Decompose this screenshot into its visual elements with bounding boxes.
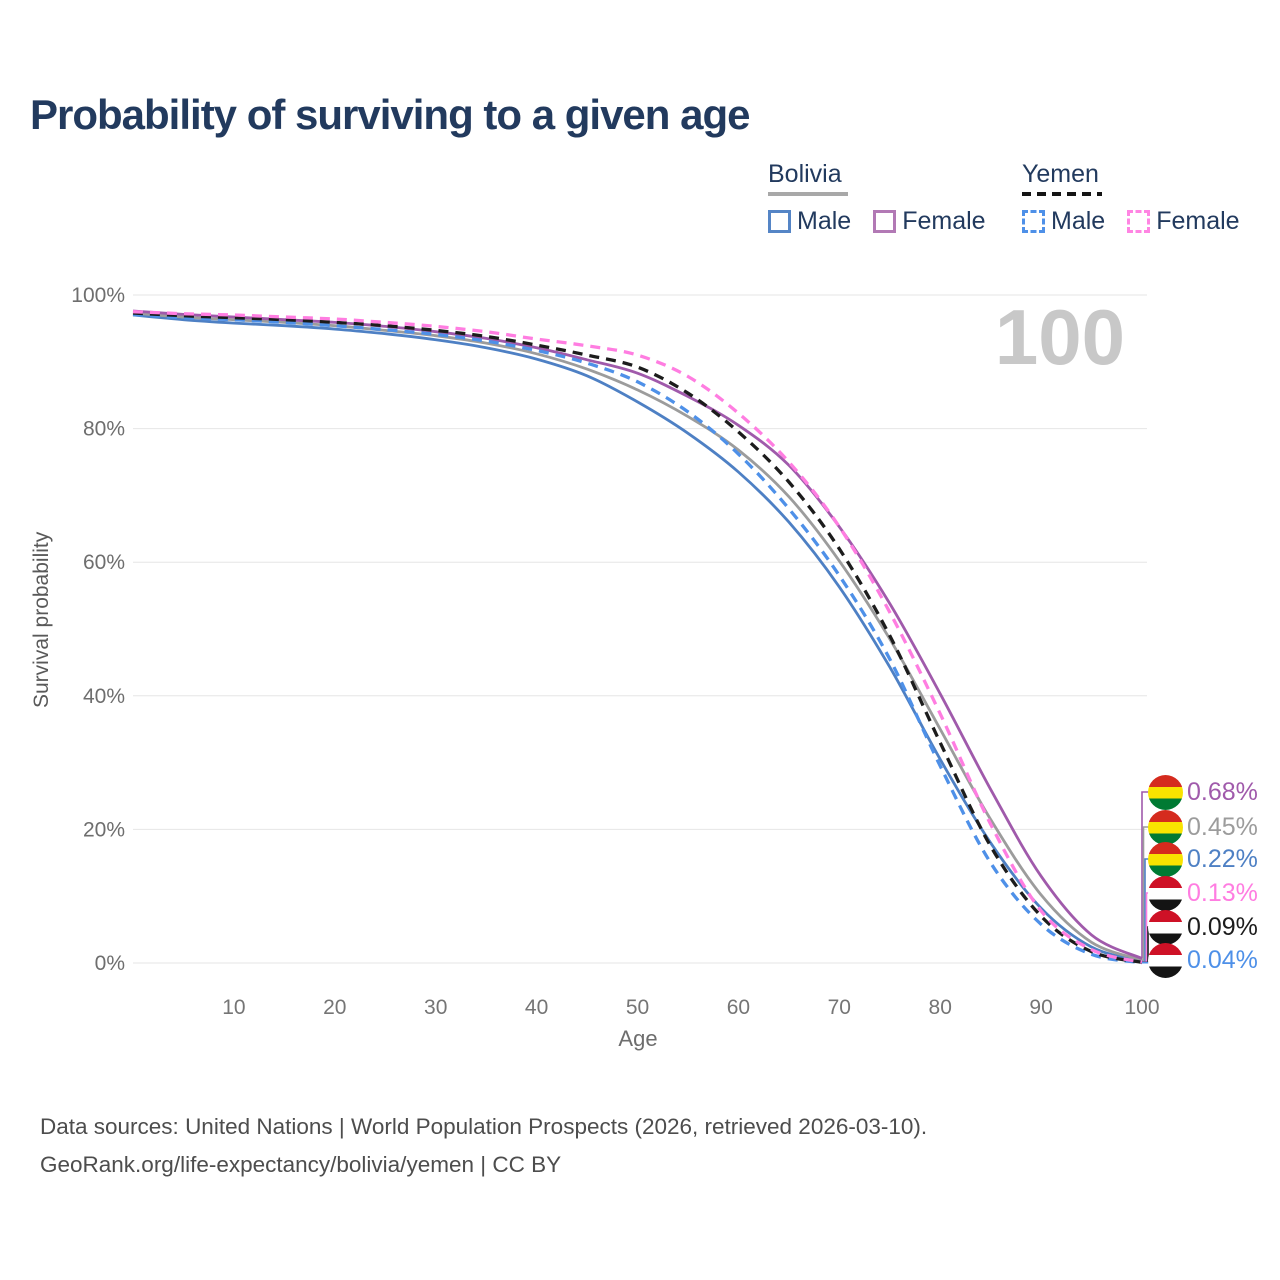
yemen-flag-icon xyxy=(1148,875,1183,911)
end-label-row: 0.68% xyxy=(1148,774,1258,810)
bolivia-line-swatch xyxy=(768,192,848,196)
end-label-value: 0.68% xyxy=(1187,777,1258,806)
series-line-yemen-female[interactable] xyxy=(132,310,1143,964)
legend-item-label: Female xyxy=(1156,207,1240,235)
bolivia-flag-icon xyxy=(1148,809,1183,845)
x-tick-label: 50 xyxy=(626,996,649,1019)
end-label-connector xyxy=(1141,791,1150,959)
series-line-yemen[interactable] xyxy=(132,311,1143,965)
yemen-line-swatch xyxy=(1022,192,1102,196)
series-line-yemen-male[interactable] xyxy=(132,312,1143,965)
legend-item-yemen-male[interactable]: Male xyxy=(1022,207,1105,236)
end-label-row: 0.45% xyxy=(1148,809,1258,845)
legend-group-title-yemen[interactable]: Yemen xyxy=(1022,160,1099,188)
end-label-connector xyxy=(1142,826,1150,961)
legend-group-title-bolivia[interactable]: Bolivia xyxy=(768,160,842,188)
x-tick-label: 40 xyxy=(525,996,548,1019)
end-label-value: 0.09% xyxy=(1187,912,1258,941)
end-label-row: 0.22% xyxy=(1148,841,1258,877)
end-label-row: 0.09% xyxy=(1148,909,1258,945)
attribution-line: GeoRank.org/life-expectancy/bolivia/yeme… xyxy=(40,1152,562,1177)
yemen-male-swatch-icon xyxy=(1022,210,1045,233)
series-line-bolivia-male[interactable] xyxy=(132,313,1143,963)
end-label-value: 0.45% xyxy=(1187,812,1258,841)
end-label-row: 0.13% xyxy=(1148,875,1258,911)
legend-item-yemen-female[interactable]: Female xyxy=(1127,207,1240,236)
series-line-bolivia[interactable] xyxy=(132,311,1143,962)
legend-item-label: Female xyxy=(902,207,986,235)
legend-item-bolivia-male[interactable]: Male xyxy=(768,207,851,236)
y-tick-label: 100% xyxy=(71,284,125,307)
x-tick-label: 60 xyxy=(727,996,750,1019)
yemen-flag-icon xyxy=(1148,942,1183,978)
legend-item-label: Male xyxy=(797,207,852,235)
y-tick-label: 60% xyxy=(83,551,125,574)
x-tick-label: 100 xyxy=(1124,996,1159,1019)
x-tick-label: 30 xyxy=(424,996,447,1019)
legend-item-bolivia-female[interactable]: Female xyxy=(873,207,986,236)
bolivia-flag-icon xyxy=(1148,774,1183,810)
x-tick-label: 10 xyxy=(222,996,245,1019)
bolivia-female-swatch-icon xyxy=(873,210,897,233)
y-tick-label: 0% xyxy=(95,952,125,975)
page-title: Probability of surviving to a given age xyxy=(30,91,750,138)
x-tick-label: 70 xyxy=(828,996,851,1019)
y-tick-label: 40% xyxy=(83,685,125,708)
legend-group-yemen: Yemen Male Female xyxy=(1022,160,1240,236)
end-label-row: 0.04% xyxy=(1148,942,1258,978)
legend-item-label: Male xyxy=(1051,207,1106,235)
yemen-female-swatch-icon xyxy=(1127,210,1151,233)
x-tick-label: 20 xyxy=(323,996,346,1019)
end-label-value: 0.13% xyxy=(1187,878,1258,907)
end-label-value: 0.22% xyxy=(1187,844,1258,873)
bolivia-flag-icon xyxy=(1148,841,1183,877)
end-label-value: 0.04% xyxy=(1187,945,1258,974)
bolivia-male-swatch-icon xyxy=(768,210,791,233)
series-line-bolivia-female[interactable] xyxy=(132,309,1143,960)
y-tick-label: 80% xyxy=(83,418,125,441)
y-tick-label: 20% xyxy=(83,818,125,841)
y-axis-title: Survival probability xyxy=(30,531,53,709)
footer: Data sources: United Nations | World Pop… xyxy=(40,1108,927,1184)
yemen-flag-icon xyxy=(1148,909,1183,945)
x-tick-label: 80 xyxy=(929,996,952,1019)
data-source-line: Data sources: United Nations | World Pop… xyxy=(40,1114,928,1139)
x-tick-label: 90 xyxy=(1029,996,1052,1019)
x-axis-title: Age xyxy=(618,1026,658,1051)
legend-group-bolivia: Bolivia Male Female xyxy=(768,160,986,236)
watermark-age-100: 100 xyxy=(994,293,1125,381)
